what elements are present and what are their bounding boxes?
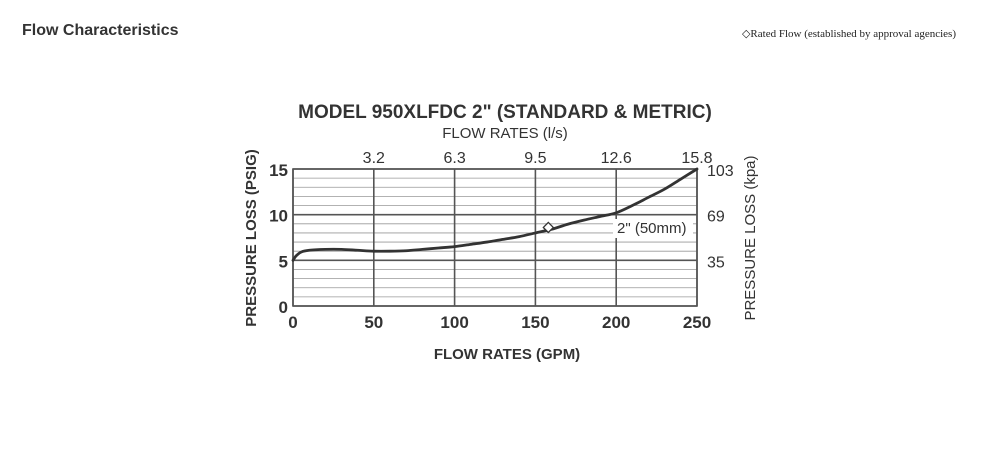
right-axis-label: PRESSURE LOSS (kpa)	[742, 155, 759, 320]
x-tick-label: 150	[521, 313, 549, 332]
x-tick-label: 0	[288, 313, 297, 332]
y-tick-label: 15	[269, 161, 288, 180]
right-tick-label: 69	[707, 209, 725, 226]
x-tick-label: 250	[683, 313, 711, 332]
page-title: Flow Characteristics	[22, 22, 179, 39]
series-line	[291, 167, 699, 262]
right-tick-label: 35	[707, 254, 725, 271]
series-label-bg	[613, 219, 693, 238]
top-tick-label: 12.6	[601, 150, 632, 167]
chart-title: MODEL 950XLFDC 2" (STANDARD & METRIC)	[298, 102, 712, 123]
rated-flow-note: ◇Rated Flow (established by approval age…	[741, 28, 956, 40]
rated-flow-marker	[542, 221, 555, 234]
y-tick-label: 10	[269, 207, 288, 226]
top-tick-label: 9.5	[524, 150, 546, 167]
x-tick-label: 200	[602, 313, 630, 332]
top-axis-label: FLOW RATES (l/s)	[442, 125, 568, 142]
y-axis-label: PRESSURE LOSS (PSIG)	[243, 149, 260, 327]
x-axis-label: FLOW RATES (GPM)	[434, 346, 580, 363]
y-tick-label: 5	[279, 252, 288, 271]
tick-labels: 0 50 100 150 200 250 0 5 10 15 3.2 6.3 9.5 12.6 15.810…	[269, 150, 734, 332]
series-label: 2" (50mm)	[617, 220, 687, 237]
y-tick-label: 0	[279, 298, 288, 317]
top-tick-label: 3.2	[363, 150, 385, 167]
top-tick-label: 6.3	[443, 150, 465, 167]
x-tick-label: 100	[440, 313, 468, 332]
series-layer: 2" (50mm)	[291, 167, 699, 262]
right-tick-label: 103	[707, 163, 734, 180]
plot-border	[292, 168, 698, 307]
top-tick-label: 15.8	[681, 150, 712, 167]
x-tick-label: 50	[364, 313, 383, 332]
